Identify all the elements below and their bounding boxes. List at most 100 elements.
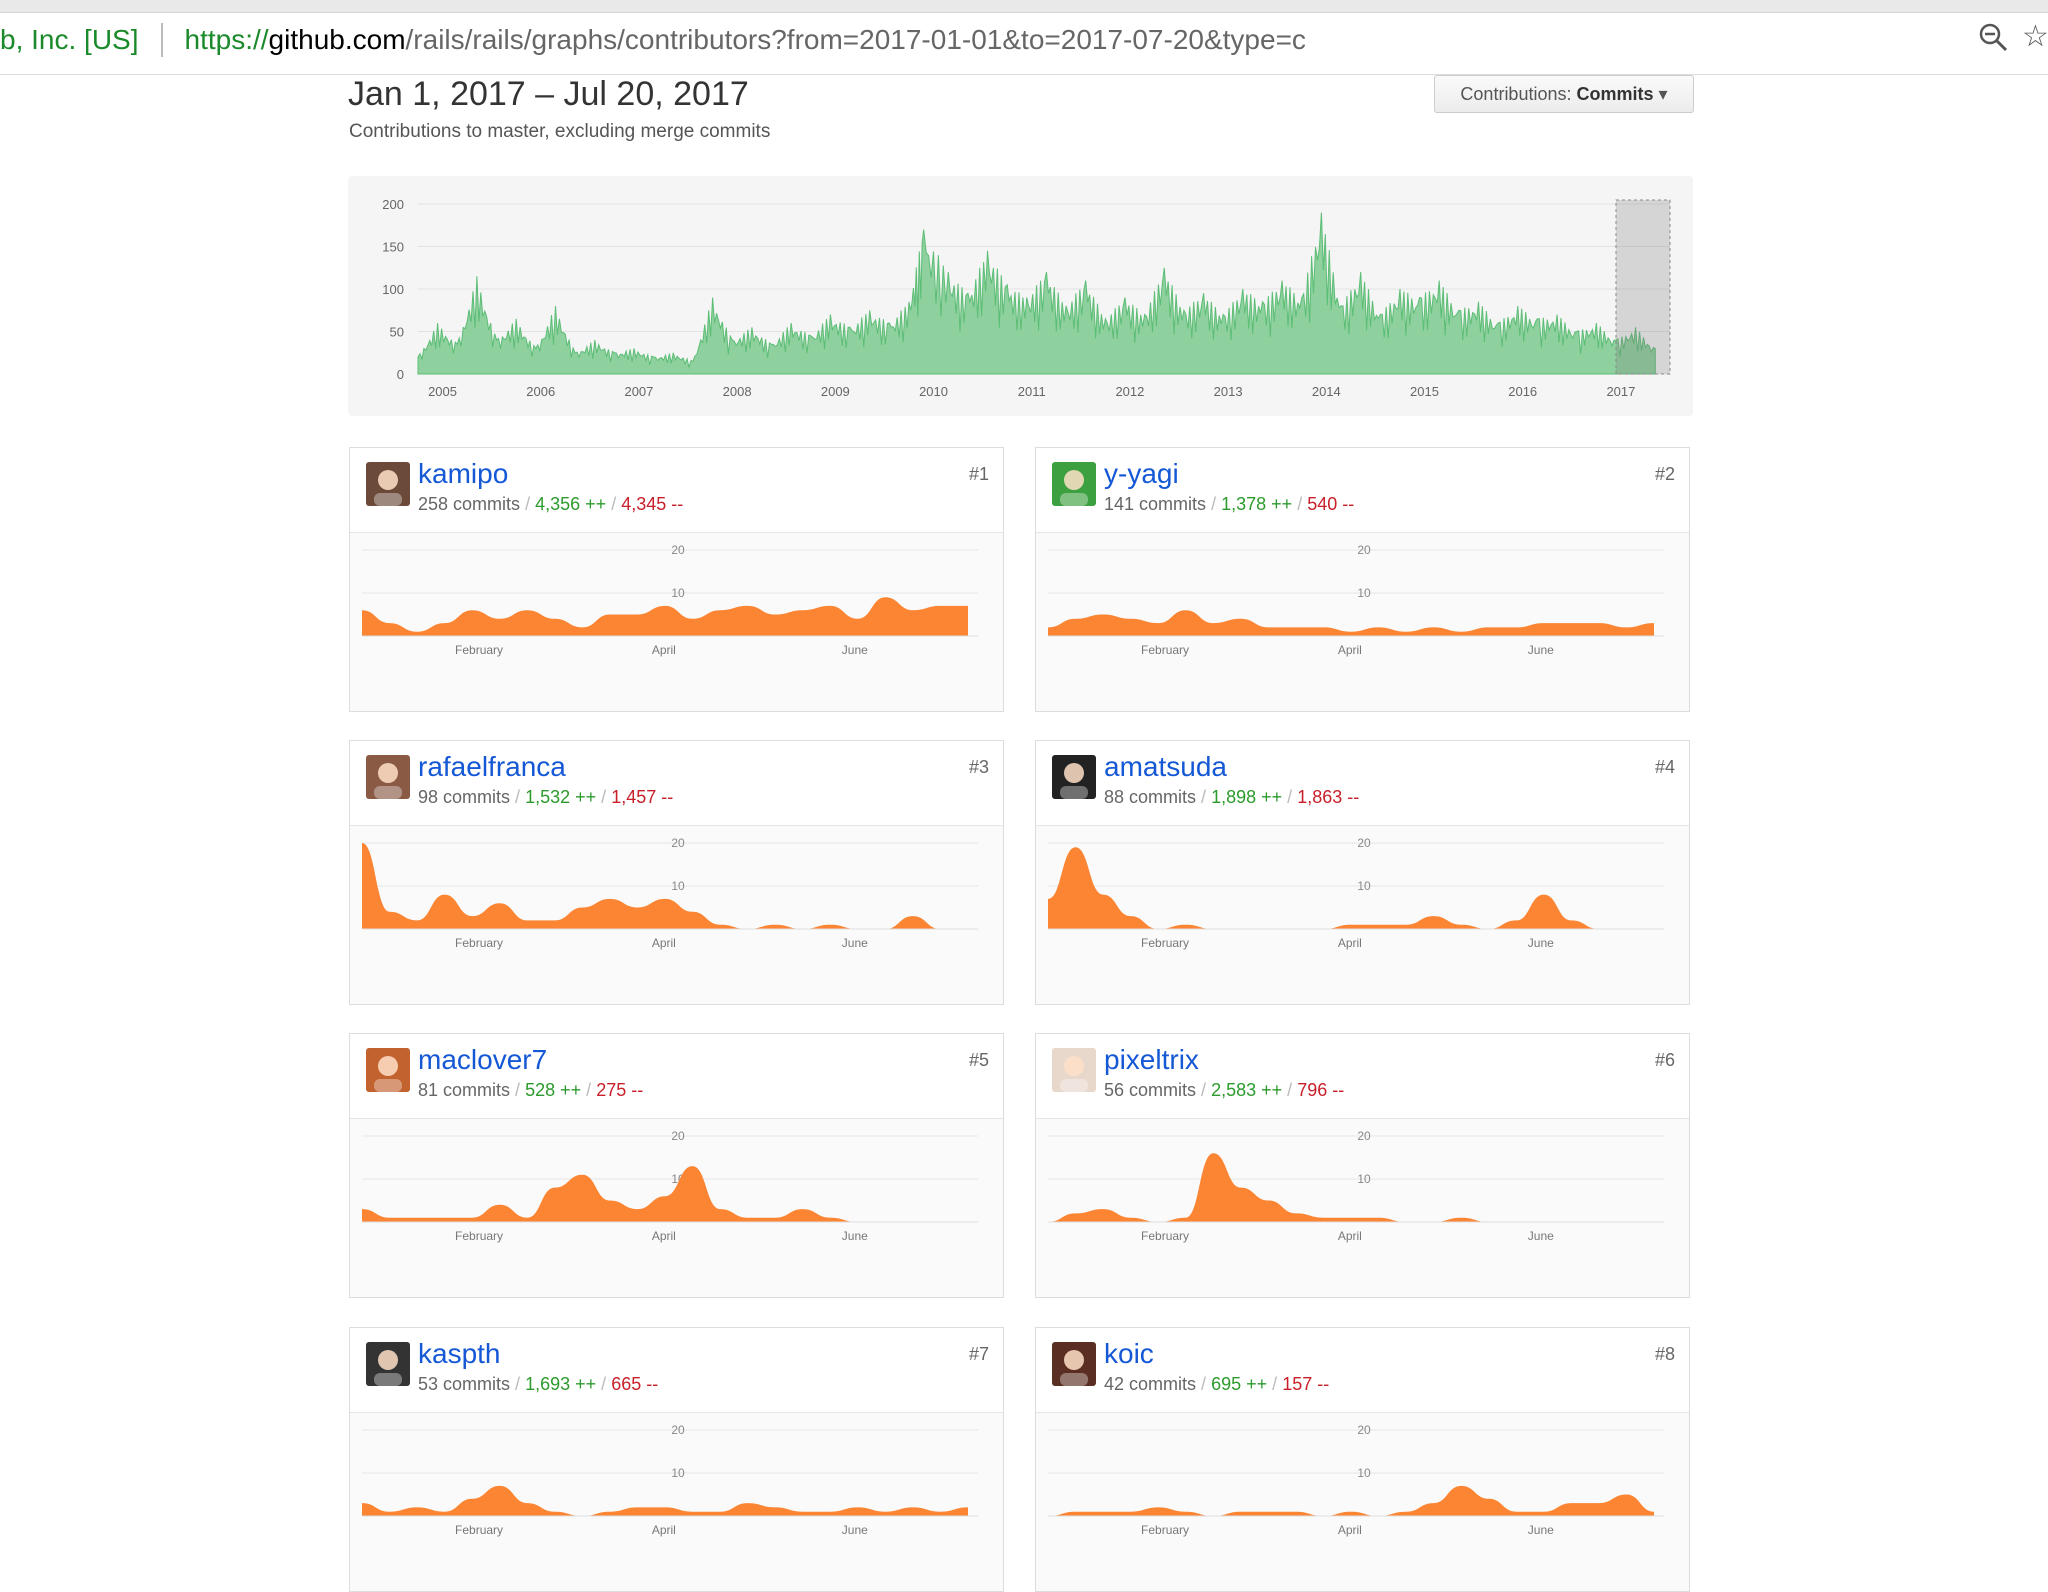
overview-x-tick: 2006: [526, 384, 555, 399]
chart-x-tick: April: [652, 643, 676, 657]
contributor-username-link[interactable]: pixeltrix: [1104, 1044, 1199, 1075]
contributor-card-header: pixeltrix 56 commits / 2,583 ++ / 796 -- #…: [1036, 1034, 1689, 1119]
chart-x-tick: June: [1528, 1229, 1554, 1243]
commit-count[interactable]: 258 commits: [418, 494, 521, 514]
overview-x-tick: 2017: [1606, 384, 1635, 399]
overview-y-tick: 50: [390, 325, 404, 340]
contributor-card-header: maclover7 81 commits / 528 ++ / 275 -- #5: [350, 1034, 1003, 1119]
avatar[interactable]: [1052, 1342, 1096, 1386]
chart-x-tick: June: [842, 1523, 868, 1537]
chart-y-tick: 10: [1357, 1466, 1371, 1480]
overview-x-tick: 2012: [1115, 384, 1144, 399]
overview-y-tick: 200: [382, 197, 404, 212]
avatar-image: [366, 1048, 410, 1092]
chart-x-tick: April: [1338, 643, 1362, 657]
deletions-count: 665 --: [611, 1374, 659, 1394]
avatar-image: [366, 1342, 410, 1386]
certificate-label[interactable]: b, Inc. [US]: [0, 24, 139, 55]
avatar-image: [366, 755, 410, 799]
chart-y-tick: 20: [1357, 836, 1371, 850]
contributor-activity-area: [362, 843, 968, 929]
contributor-username-link[interactable]: maclover7: [418, 1044, 548, 1075]
chart-y-tick: 20: [1357, 1423, 1371, 1437]
avatar[interactable]: [1052, 755, 1096, 799]
contributor-card: pixeltrix 56 commits / 2,583 ++ / 796 -- #…: [1035, 1033, 1690, 1298]
overview-chart-svg[interactable]: 0 50 100 150 200 2005 2006 2007 2008 2009 2010 2011…: [348, 176, 1693, 416]
chart-y-tick: 20: [671, 1423, 685, 1437]
contributor-card: y-yagi 141 commits / 1,378 ++ / 540 -- #2 1…: [1035, 447, 1690, 712]
avatar[interactable]: [366, 462, 410, 506]
avatar-image: [1052, 462, 1096, 506]
overview-y-tick: 150: [382, 240, 404, 255]
avatar-image: [1052, 1048, 1096, 1092]
contributor-username-link[interactable]: rafaelfranca: [418, 751, 566, 782]
commit-count[interactable]: 81 commits: [418, 1080, 511, 1100]
avatar[interactable]: [366, 755, 410, 799]
avatar-image: [1052, 755, 1096, 799]
bookmark-star-icon[interactable]: ☆: [2022, 20, 2048, 53]
url-path[interactable]: /rails/rails/graphs/contributors?from=20…: [405, 24, 1306, 55]
contributor-rank: #1: [968, 464, 989, 484]
chart-x-tick: April: [1338, 936, 1362, 950]
chart-x-tick: February: [455, 1229, 503, 1243]
contributor-card-header: rafaelfranca 98 commits / 1,532 ++ / 1,45…: [350, 741, 1003, 826]
stats-separator: /: [1287, 1080, 1293, 1100]
chart-x-tick: April: [1338, 1229, 1362, 1243]
additions-count: 1,898 ++: [1211, 787, 1283, 807]
zoom-icon[interactable]: [1978, 22, 2008, 52]
avatar[interactable]: [1052, 1048, 1096, 1092]
contributor-username-link[interactable]: amatsuda: [1104, 751, 1227, 782]
commit-count[interactable]: 98 commits: [418, 787, 511, 807]
contributions-type-select[interactable]: Contributions: Commits ▾: [1434, 75, 1694, 113]
overview-x-tick: 2013: [1214, 384, 1243, 399]
commit-count[interactable]: 141 commits: [1104, 494, 1207, 514]
avatar[interactable]: [1052, 462, 1096, 506]
contributor-activity-area: [362, 597, 968, 636]
additions-count: 1,532 ++: [525, 787, 597, 807]
address-bar[interactable]: b, Inc. [US] https://github.com/rails/ra…: [0, 16, 1306, 64]
chart-x-tick: February: [1141, 1229, 1189, 1243]
overview-chart[interactable]: 0 50 100 150 200 2005 2006 2007 2008 2009 2010 2011…: [348, 176, 1693, 416]
page-title: Jan 1, 2017 – Jul 20, 2017: [348, 75, 749, 113]
overview-selection-brush[interactable]: [1615, 199, 1671, 375]
additions-count: 695 ++: [1211, 1374, 1268, 1394]
chart-x-tick: April: [652, 1229, 676, 1243]
chart-x-tick: February: [455, 1523, 503, 1537]
avatar-image: [1052, 1342, 1096, 1386]
contributor-username-link[interactable]: kaspth: [418, 1338, 501, 1369]
commit-count[interactable]: 42 commits: [1104, 1374, 1197, 1394]
contributor-rank: #8: [1654, 1344, 1675, 1364]
contributor-stats: 81 commits / 528 ++ / 275 --: [418, 1080, 643, 1101]
chart-x-tick: June: [842, 643, 868, 657]
deletions-count: 1,457 --: [611, 787, 674, 807]
contributor-username-link[interactable]: y-yagi: [1104, 458, 1179, 489]
avatar[interactable]: [366, 1048, 410, 1092]
url-domain[interactable]: github.com: [268, 24, 406, 55]
contributions-label: Contributions:: [1460, 84, 1572, 104]
contributor-username-link[interactable]: kamipo: [418, 458, 509, 489]
overview-y-tick: 100: [382, 282, 404, 297]
contributor-username-link[interactable]: koic: [1104, 1338, 1154, 1369]
overview-area-series: [417, 212, 1656, 375]
contributor-activity-area: [1048, 1485, 1654, 1516]
stats-separator: /: [515, 1374, 521, 1394]
commit-count[interactable]: 56 commits: [1104, 1080, 1197, 1100]
chart-x-tick: April: [652, 936, 676, 950]
commit-count[interactable]: 88 commits: [1104, 787, 1197, 807]
stats-separator: /: [1201, 1374, 1207, 1394]
commit-count[interactable]: 53 commits: [418, 1374, 511, 1394]
deletions-count: 1,863 --: [1297, 787, 1360, 807]
stats-separator: /: [1211, 494, 1217, 514]
avatar[interactable]: [366, 1342, 410, 1386]
stats-separator: /: [1201, 1080, 1207, 1100]
contributor-rank: #5: [968, 1050, 989, 1070]
url-protocol[interactable]: https://: [184, 24, 269, 55]
